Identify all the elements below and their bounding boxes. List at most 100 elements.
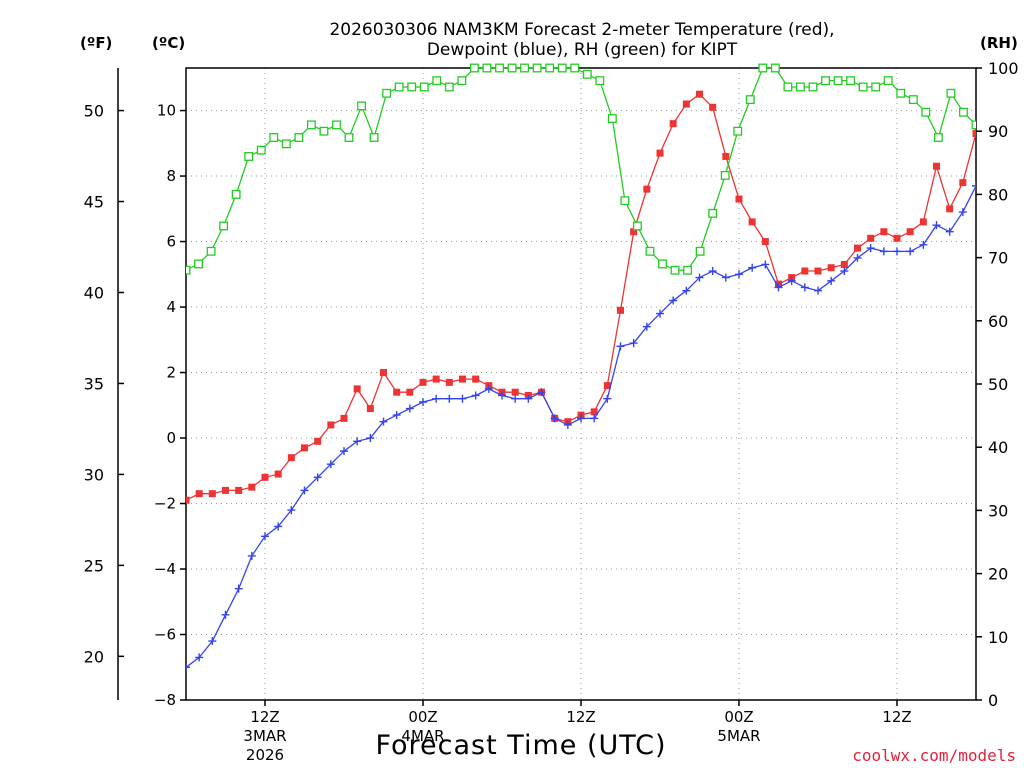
dewpoint-point (708, 267, 717, 276)
dewpoint-point (221, 610, 230, 619)
dewpoint-point (537, 388, 546, 397)
2-meter-temperature-point (893, 234, 901, 242)
rh-point (382, 88, 392, 98)
rh-axis-unit: (RH) (980, 34, 1018, 52)
rh-point (758, 63, 768, 73)
rh-point (933, 133, 943, 142)
dewpoint-point (353, 437, 362, 446)
rh-point (745, 95, 755, 105)
2-meter-temperature-point (748, 218, 756, 226)
x-tick-label: 12Z (882, 708, 911, 726)
dewpoint-point (893, 247, 901, 256)
dewpoint-point (484, 384, 493, 393)
dewpoint-point (247, 551, 256, 560)
dewpoint-point (787, 276, 796, 285)
2-meter-temperature-point (340, 414, 348, 422)
dewpoint-point (642, 322, 651, 331)
dewpoint-point (853, 253, 862, 262)
2-meter-temperature-point (854, 244, 861, 252)
rh-point (219, 221, 229, 231)
dewpoint-point (234, 584, 243, 593)
rh-tick-label: 20 (988, 565, 1008, 584)
rh-point (545, 63, 555, 73)
2-meter-temperature-point (722, 152, 730, 160)
rh-point (620, 196, 630, 206)
celsius-tick-label: 6 (166, 233, 176, 251)
2-meter-temperature-point (459, 375, 466, 383)
rh-point (344, 133, 354, 142)
rh-tick-label: 100 (988, 59, 1019, 78)
fahrenheit-tick-label: 45 (84, 193, 104, 212)
rh-point (444, 82, 454, 92)
dewpoint-point (405, 404, 414, 413)
fahrenheit-tick-label: 40 (84, 283, 104, 302)
rh-point (946, 88, 956, 98)
rh-point (896, 88, 906, 98)
rh-point (244, 152, 254, 161)
rh-point (256, 145, 266, 155)
fahrenheit-axis-unit: (ºF) (80, 34, 113, 52)
2-meter-temperature-point (801, 267, 809, 275)
rh-tick-label: 70 (988, 249, 1008, 268)
rh-point (921, 107, 931, 117)
rh-point (808, 82, 818, 92)
x-tick-date-label: 5MAR (717, 727, 760, 745)
fahrenheit-tick-label: 35 (84, 374, 104, 393)
2-meter-temperature-point (186, 496, 190, 504)
rh-point (507, 63, 517, 73)
rh-point (720, 170, 730, 180)
rh-point (432, 76, 442, 86)
rh-point (770, 63, 780, 73)
rh-point (858, 82, 868, 92)
dewpoint-point (419, 398, 427, 407)
2-meter-temperature-point (248, 483, 256, 491)
rh-point (658, 259, 667, 269)
chart-title-line-2: Dewpoint (blue), RH (green) for KIPT (426, 40, 738, 60)
rh-point (595, 76, 605, 86)
x-tick-date-label: 4MAR (401, 727, 444, 745)
rh-point (306, 120, 316, 130)
dewpoint-point (800, 283, 809, 292)
2-meter-temperature-point (919, 218, 927, 226)
rh-point (469, 63, 479, 73)
rh-point (457, 76, 467, 86)
x-axis-title: Forecast Time (UTC) (375, 730, 667, 761)
2-meter-temperature-point (406, 388, 414, 396)
2-meter-temperature-point (867, 234, 875, 242)
fahrenheit-tick-label: 30 (84, 465, 104, 484)
celsius-tick-label: −4 (154, 560, 176, 578)
dewpoint-point (208, 637, 217, 646)
celsius-tick-label: 2 (166, 364, 176, 382)
dewpoint-point (669, 296, 678, 305)
x-tick-label: 00Z (408, 708, 437, 726)
rh-point (532, 63, 542, 73)
dewpoint-point (603, 394, 612, 403)
dewpoint-point (958, 208, 967, 217)
2-meter-temperature-point (590, 408, 598, 416)
2-meter-temperature-point (735, 195, 743, 203)
2-meter-temperature-point (630, 228, 638, 236)
dewpoint-point (445, 394, 454, 403)
dewpoint-point (300, 486, 309, 495)
dewpoint-point (261, 532, 269, 541)
rh-point (369, 133, 379, 142)
rh-tick-label: 80 (988, 185, 1008, 204)
rh-point (206, 246, 216, 256)
x-tick-label: 12Z (250, 708, 279, 726)
2-meter-temperature-point (393, 388, 401, 396)
rh-tick-label: 60 (988, 312, 1008, 331)
2-meter-temperature-point (195, 490, 203, 498)
rh-point (281, 139, 291, 149)
rh-point (833, 76, 843, 86)
dewpoint-point (340, 447, 348, 456)
dewpoint-point (313, 473, 322, 482)
2-meter-temperature-point (472, 375, 480, 383)
celsius-tick-label: 8 (166, 167, 176, 185)
2-meter-temperature-point (419, 378, 427, 386)
dewpoint-point (511, 394, 520, 403)
dewpoint-point (550, 414, 559, 423)
dewpoint-point (721, 273, 730, 282)
2-meter-temperature-point (445, 378, 453, 386)
dewpoint-point (814, 286, 822, 295)
2-meter-temperature-point (432, 375, 440, 383)
